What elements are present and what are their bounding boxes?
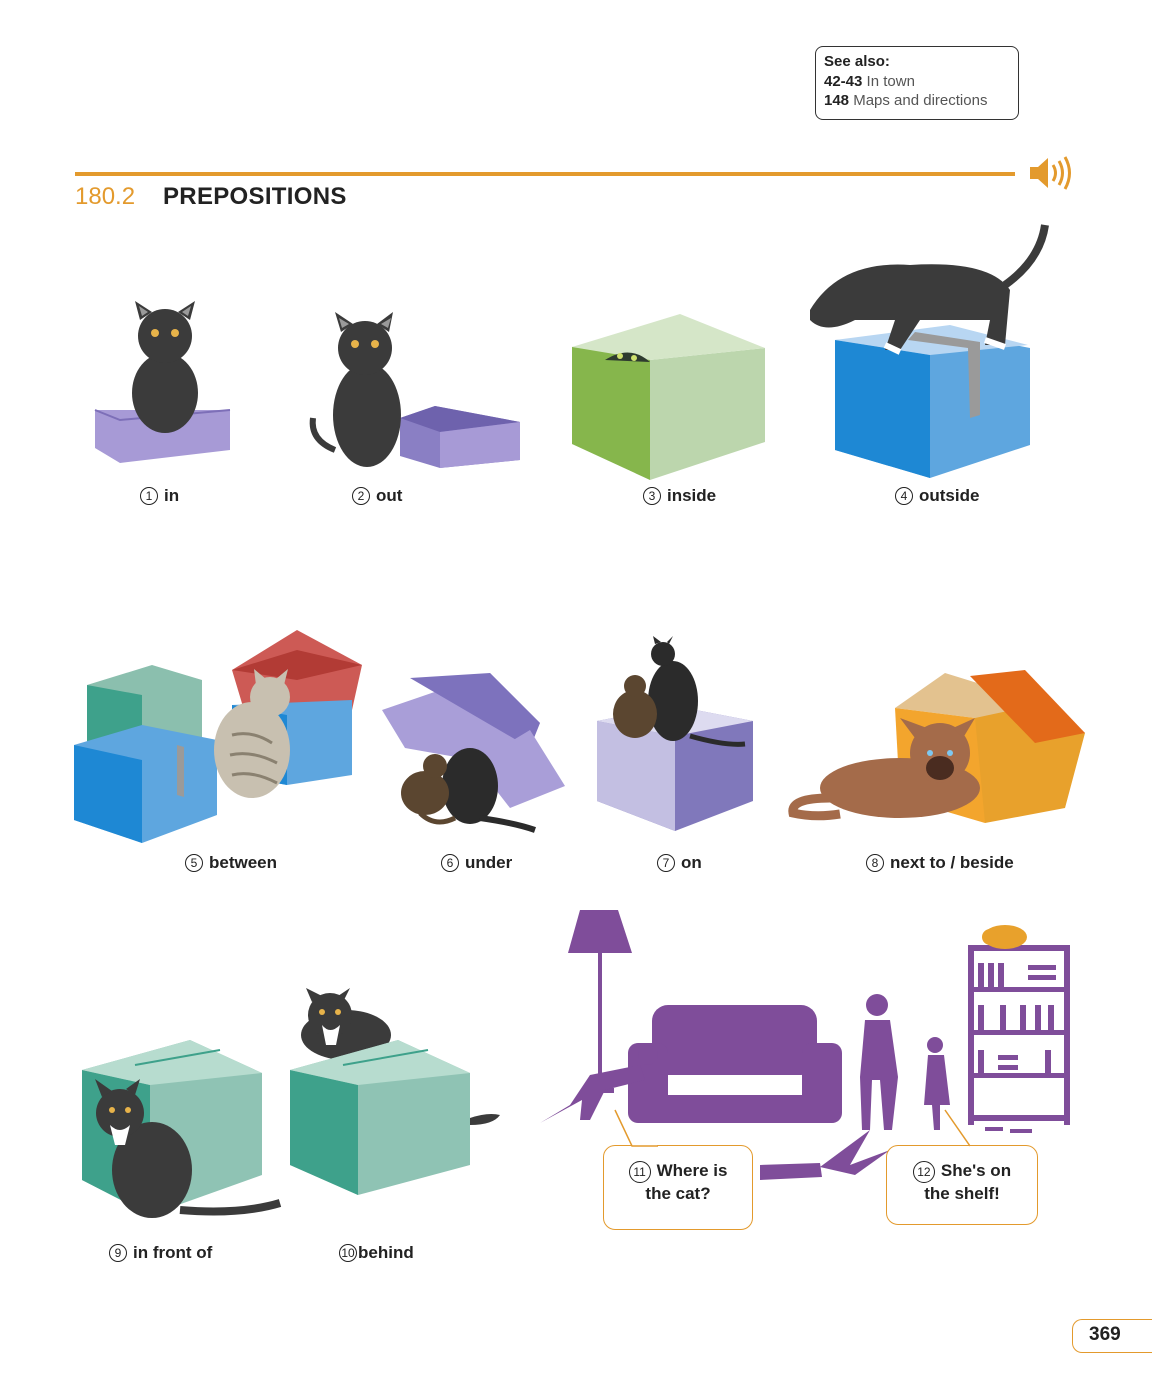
bubble-text: the cat? bbox=[645, 1184, 711, 1203]
item-number: 1 bbox=[140, 487, 158, 505]
section-number: 180.2 bbox=[75, 183, 136, 210]
illustration-inside bbox=[572, 314, 765, 480]
item-label: in front of bbox=[133, 1243, 213, 1262]
label-in: 1 in bbox=[140, 486, 179, 506]
see-also-ref: 148 bbox=[824, 92, 850, 109]
see-also-item[interactable]: 148 Maps and directions bbox=[824, 91, 1010, 111]
item-label: under bbox=[465, 853, 513, 872]
item-number: 10 bbox=[339, 1244, 357, 1262]
illustration-living-room bbox=[540, 910, 1070, 1180]
item-number: 6 bbox=[441, 854, 459, 872]
bubble-text: the shelf! bbox=[924, 1184, 1000, 1203]
label-on: 7 on bbox=[657, 853, 702, 873]
page-number: 369 bbox=[1072, 1319, 1152, 1353]
illustration-behind bbox=[290, 988, 500, 1195]
label-under: 6 under bbox=[441, 853, 512, 873]
illustration-under bbox=[382, 673, 565, 833]
label-inside: 3 inside bbox=[643, 486, 716, 506]
illustration-in bbox=[94, 301, 231, 463]
see-also-text: Maps and directions bbox=[853, 92, 988, 109]
item-number: 3 bbox=[643, 487, 661, 505]
section-title: PREPOSITIONS bbox=[163, 183, 347, 210]
item-number: 2 bbox=[352, 487, 370, 505]
item-number: 9 bbox=[109, 1244, 127, 1262]
item-label: inside bbox=[667, 486, 717, 505]
item-label: between bbox=[209, 853, 278, 872]
item-number: 4 bbox=[895, 487, 913, 505]
bubble-line: 11 Where is bbox=[604, 1160, 752, 1183]
item-number: 8 bbox=[866, 854, 884, 872]
speech-bubble-where: 11 Where is the cat? bbox=[603, 1145, 753, 1230]
label-behind: 10 behind bbox=[339, 1243, 414, 1263]
item-label: on bbox=[681, 853, 702, 872]
illustration-outside bbox=[810, 224, 1049, 478]
item-number: 7 bbox=[657, 854, 675, 872]
illustration-on bbox=[597, 636, 753, 831]
label-in-front-of: 9 in front of bbox=[109, 1243, 212, 1263]
item-number: 11 bbox=[628, 1161, 651, 1183]
bubble-line: 12 She's on bbox=[887, 1160, 1037, 1183]
see-also-ref: 42-43 bbox=[824, 72, 863, 90]
bubble-tail bbox=[614, 1109, 658, 1147]
illustration-out bbox=[309, 312, 520, 468]
item-number: 5 bbox=[185, 854, 203, 872]
illustration-next-to bbox=[788, 670, 1085, 823]
speech-bubble-shelf: 12 She's on the shelf! bbox=[886, 1145, 1038, 1225]
bubble-text: Where is bbox=[656, 1161, 728, 1180]
label-between: 5 between bbox=[185, 853, 277, 873]
see-also-box: See also: 42-43 In town 148 Maps and dir… bbox=[815, 46, 1019, 120]
label-outside: 4 outside bbox=[895, 486, 979, 506]
bubble-tail bbox=[944, 1109, 971, 1147]
bubble-text: She's on bbox=[940, 1161, 1012, 1180]
item-label: next to / beside bbox=[890, 853, 1014, 872]
item-label: out bbox=[376, 486, 403, 505]
label-out: 2 out bbox=[352, 486, 402, 506]
illustration-between bbox=[74, 630, 362, 843]
speaker-icon[interactable] bbox=[1026, 153, 1076, 193]
section-rule bbox=[75, 172, 1015, 176]
item-label: in bbox=[164, 486, 180, 505]
item-number: 12 bbox=[912, 1161, 935, 1183]
see-also-heading: See also: bbox=[824, 53, 890, 70]
item-label: behind bbox=[358, 1243, 414, 1262]
item-label: outside bbox=[919, 486, 980, 505]
see-also-item[interactable]: 42-43 In town bbox=[824, 72, 1010, 92]
label-next-to-beside: 8 next to / beside bbox=[866, 853, 1014, 873]
illustration-in-front-of bbox=[82, 1040, 282, 1218]
see-also-text: In town bbox=[866, 72, 915, 90]
